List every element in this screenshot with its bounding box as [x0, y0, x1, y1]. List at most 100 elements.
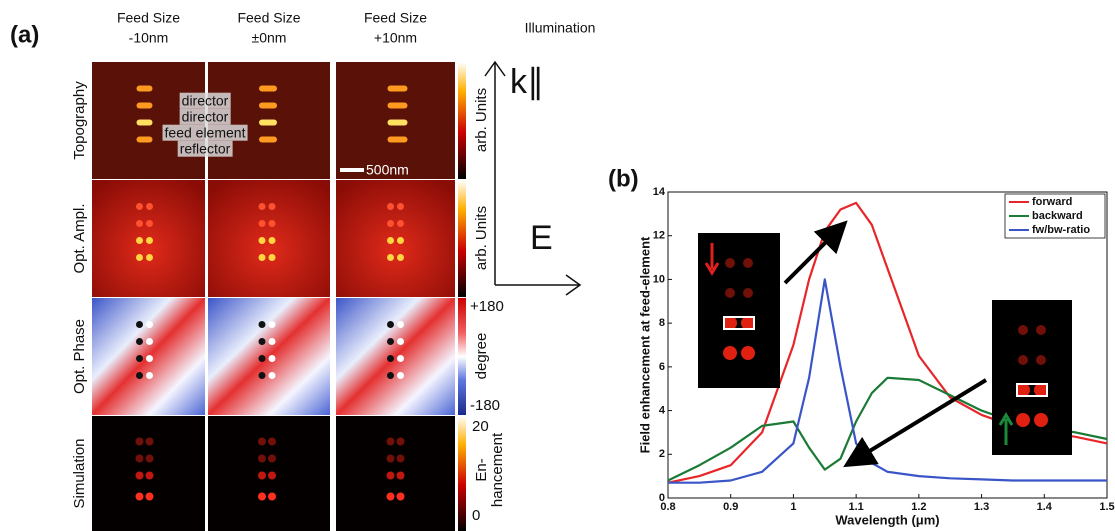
colorbar-label: hancement	[489, 432, 506, 507]
antenna-spot	[136, 203, 143, 210]
antenna-spot	[397, 493, 405, 501]
antenna-spot	[136, 321, 143, 328]
colorbar-label: En-	[473, 458, 490, 481]
x-tick-label: 1.2	[911, 501, 926, 513]
y-tick-label: 10	[653, 273, 665, 285]
y-tick-label: 14	[653, 186, 666, 198]
column-header: -10nm	[129, 30, 169, 46]
antenna-spot	[136, 220, 143, 227]
colorbar-label: arb. Units	[473, 206, 490, 270]
antenna-spot	[269, 372, 276, 379]
antenna-spot	[259, 237, 266, 244]
column-header: +10nm	[374, 30, 417, 46]
antenna	[259, 120, 277, 126]
x-tick-label: 1.1	[848, 501, 863, 513]
x-tick-label: 1.3	[974, 501, 989, 513]
antenna-spot	[136, 254, 143, 261]
antenna-spot	[259, 338, 266, 345]
antenna-spot	[397, 254, 404, 261]
panel-label: (b)	[608, 165, 639, 192]
antenna-spot	[146, 254, 153, 261]
y-tick-label: 12	[653, 230, 665, 242]
antenna-spot	[387, 355, 394, 362]
x-axis-label: Wavelength (μm)	[835, 512, 939, 527]
antenna	[137, 120, 153, 126]
antenna-spot	[258, 438, 266, 446]
row-label: Opt. Ampl.	[71, 203, 88, 273]
inset-spot	[723, 316, 737, 330]
y-axis-label: Field enhancement at feed-element	[637, 236, 652, 453]
antenna-spot	[397, 338, 404, 345]
x-tick-label: 0.9	[723, 501, 738, 513]
row-label: Opt. Phase	[71, 319, 88, 394]
inset-spot	[1018, 325, 1028, 335]
antenna-spot	[387, 438, 395, 446]
antenna-spot	[397, 203, 404, 210]
antenna-spot	[269, 203, 276, 210]
antenna-spot	[269, 355, 276, 362]
inset-spot	[1018, 355, 1028, 365]
antenna-spot	[136, 493, 144, 501]
row-label: Topography	[71, 81, 88, 160]
antenna-spot	[136, 237, 143, 244]
inset-spot	[1034, 383, 1048, 397]
legend-label: forward	[1032, 196, 1072, 208]
antenna-spot	[146, 372, 153, 379]
antenna-spot	[259, 254, 266, 261]
legend-label: fw/bw-ratio	[1032, 224, 1090, 236]
antenna-spot	[387, 493, 395, 501]
antenna-spot	[268, 438, 276, 446]
antenna	[388, 103, 408, 109]
antenna-spot	[146, 203, 153, 210]
image-tile	[336, 416, 455, 531]
inset-image	[992, 300, 1072, 455]
antenna-spot	[397, 220, 404, 227]
column-header: ±0nm	[252, 30, 287, 46]
image-tile	[208, 298, 330, 415]
x-tick-label: 1	[790, 501, 796, 513]
panel-label: (a)	[10, 21, 39, 48]
antenna-spot	[259, 372, 266, 379]
antenna-spot	[269, 237, 276, 244]
antenna	[259, 137, 277, 143]
antenna-spot	[258, 472, 266, 480]
antenna	[388, 137, 408, 143]
element-label: director	[182, 109, 229, 125]
antenna-spot	[146, 338, 153, 345]
x-tick-label: 1.4	[1037, 501, 1053, 513]
colorbar	[458, 416, 466, 531]
antenna-spot	[387, 237, 394, 244]
y-tick-label: 6	[659, 361, 665, 373]
scale-bar-label: 500nm	[366, 162, 409, 178]
antenna-spot	[387, 455, 395, 463]
antenna	[388, 120, 408, 126]
y-tick-label: 4	[659, 404, 666, 416]
inset-spot	[1016, 413, 1030, 427]
y-tick-label: 8	[659, 317, 665, 329]
x-tick-label: 0.8	[660, 501, 675, 513]
illumination-header: Illumination	[525, 20, 596, 36]
antenna-spot	[146, 472, 154, 480]
antenna-spot	[269, 338, 276, 345]
x-tick-label: 1.5	[1099, 501, 1114, 513]
figure: (a) Illumination Topography Opt. Ampl. Opt…	[0, 0, 1115, 531]
colorbar	[458, 62, 466, 179]
colorbar-tick: 20	[472, 418, 489, 435]
antenna	[388, 86, 408, 92]
colorbar-tick: +180	[470, 298, 504, 315]
antenna-spot	[387, 338, 394, 345]
antenna-spot	[146, 237, 153, 244]
antenna-spot	[387, 472, 395, 480]
antenna-spot	[146, 220, 153, 227]
antenna	[137, 103, 153, 109]
antenna-spot	[258, 455, 266, 463]
antenna	[137, 137, 153, 143]
y-tick-label: 2	[659, 448, 665, 460]
image-tile	[336, 180, 455, 297]
antenna-spot	[146, 321, 153, 328]
image-tile	[208, 180, 330, 297]
antenna-spot	[136, 338, 143, 345]
inset-spot	[725, 288, 735, 298]
